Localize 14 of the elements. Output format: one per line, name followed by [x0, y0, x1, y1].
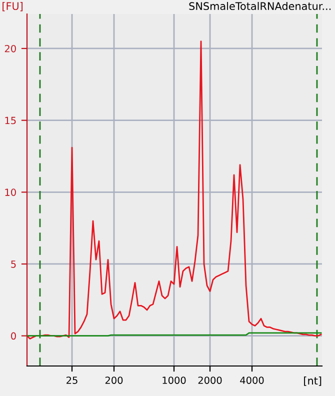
x-axis-title: [nt] — [304, 376, 322, 386]
y-tick-label: 20 — [4, 44, 16, 52]
x-tick-label: 4000 — [240, 376, 264, 384]
y-tick-label: 0 — [11, 332, 16, 340]
line-series — [27, 40, 322, 340]
x-tick-label: 1000 — [162, 376, 186, 384]
y-tick-label: 5 — [11, 260, 16, 268]
y-axis-title: [FU] — [2, 2, 23, 12]
y-tick-label: 10 — [5, 188, 16, 196]
y-tick-label: 15 — [5, 116, 16, 124]
x-tick-label: 200 — [105, 376, 123, 384]
x-tick-label: 2000 — [198, 376, 222, 384]
x-tick-label: 25 — [66, 376, 78, 384]
chart-title: SNSmaleTotalRNAdenatur... — [189, 2, 331, 10]
